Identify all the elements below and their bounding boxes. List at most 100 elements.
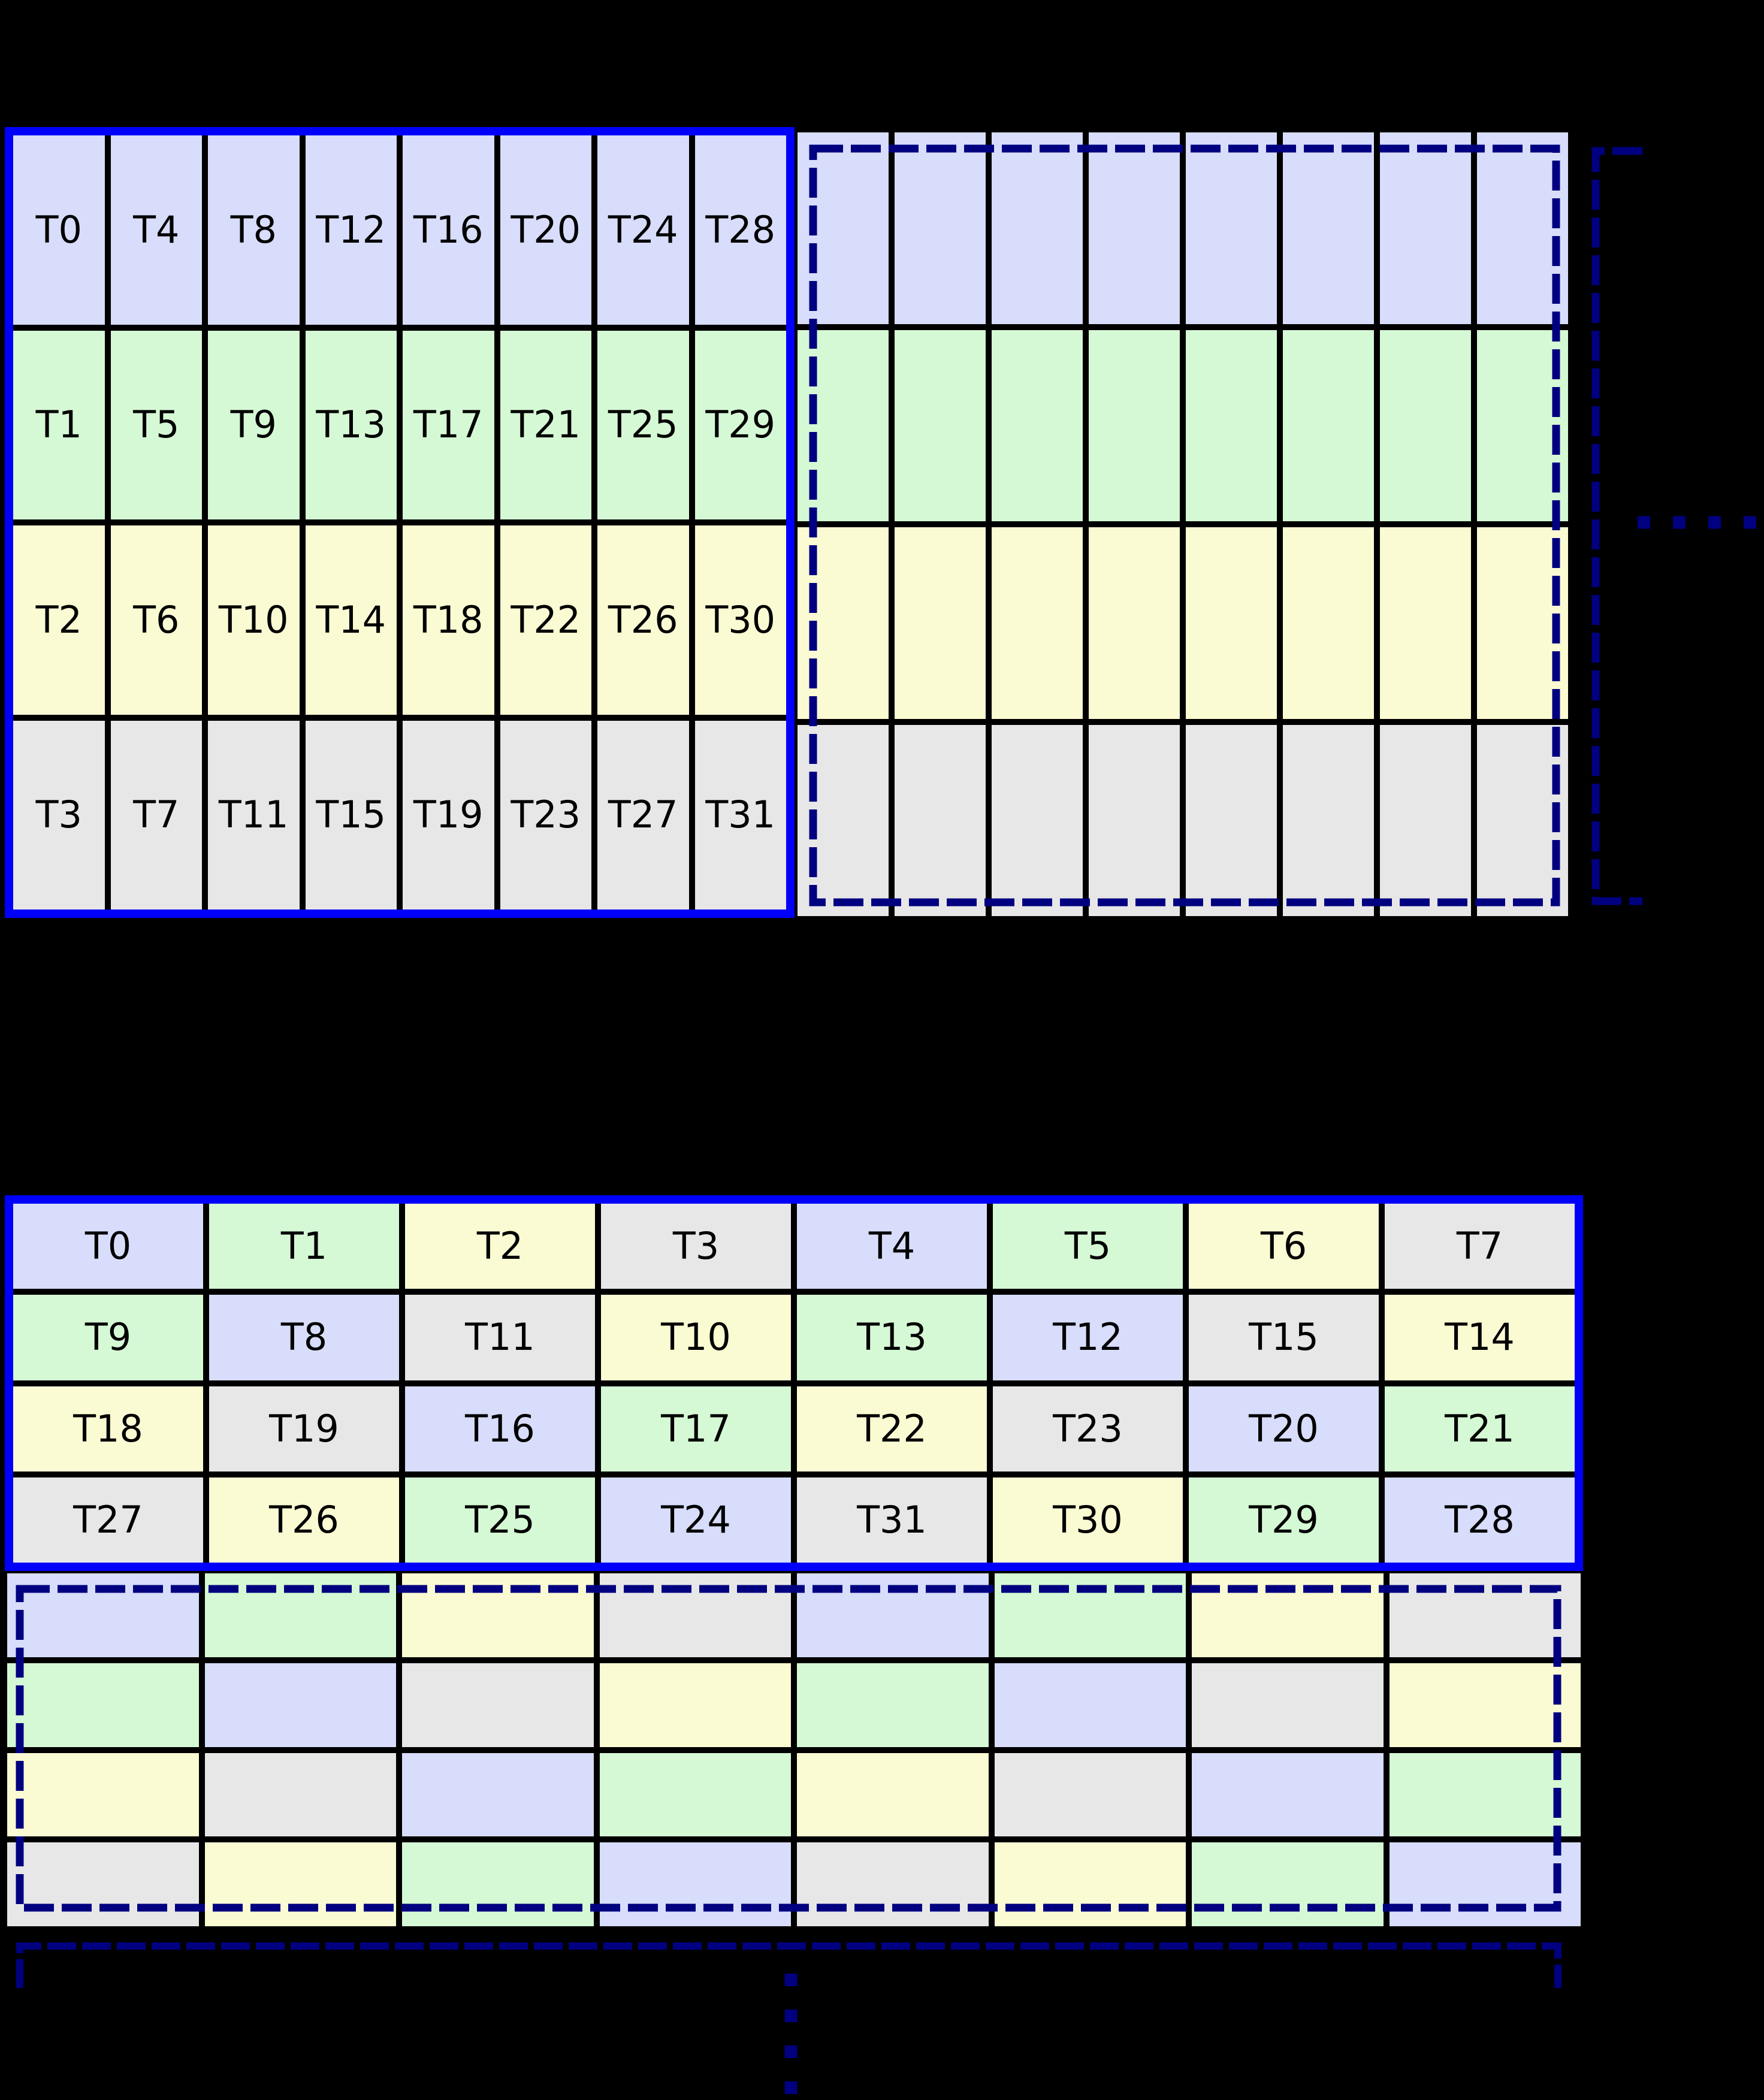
continuation-cell: [1389, 1752, 1581, 1837]
thread-cell-t15: T15: [305, 720, 397, 910]
thread-cell-t13: T13: [797, 1295, 987, 1380]
continuation-cell: [1283, 330, 1374, 521]
thread-cell-t7: T7: [1385, 1204, 1575, 1289]
thread-cell-t24: T24: [597, 135, 689, 325]
continuation-cell: [798, 330, 889, 521]
continuation-cell: [895, 132, 986, 324]
continuation-cell: [994, 1842, 1186, 1926]
thread-cell-t16: T16: [405, 1386, 595, 1471]
continuation-cell: [797, 1663, 989, 1747]
thread-cell-t27: T27: [597, 720, 689, 910]
continuation-cell: [1089, 132, 1180, 324]
continuation-cell: [992, 132, 1083, 324]
continuation-cell: [1192, 1573, 1384, 1657]
thread-cell-t5: T5: [993, 1204, 1183, 1289]
continuation-cell: [1389, 1842, 1581, 1926]
thread-cell-t23: T23: [500, 720, 591, 910]
continuation-cell: [1477, 132, 1568, 324]
thread-cell-t10: T10: [601, 1295, 791, 1380]
continuation-cell: [1186, 527, 1277, 719]
continuation-cell: [1186, 724, 1277, 916]
thread-cell-t8: T8: [208, 135, 300, 325]
thread-cell-t27: T27: [13, 1477, 203, 1563]
right-continuation-bracket-icon: [1591, 147, 1642, 905]
continuation-cell: [1477, 527, 1568, 719]
continuation-cell: [895, 724, 986, 916]
thread-cell-t11: T11: [208, 720, 300, 910]
continuation-cell: [599, 1752, 791, 1837]
thread-cell-t30: T30: [993, 1477, 1183, 1563]
thread-cell-t12: T12: [305, 135, 397, 325]
thread-cell-t24: T24: [601, 1477, 791, 1563]
thread-cell-t5: T5: [110, 330, 202, 519]
top-continuation-grid: [796, 131, 1570, 918]
continuation-cell: [1192, 1663, 1384, 1747]
continuation-cell: [204, 1663, 396, 1747]
continuation-cell: [798, 132, 889, 324]
thread-cell-t0: T0: [13, 1204, 203, 1289]
bottom-continuation-grid: [5, 1571, 1583, 1929]
thread-cell-t7: T7: [110, 720, 202, 910]
continuation-cell: [992, 330, 1083, 521]
continuation-cell: [994, 1663, 1186, 1747]
continuation-cell: [797, 1842, 989, 1926]
thread-cell-t1: T1: [209, 1204, 399, 1289]
bottom-labeled-thread-grid: T0 T1 T2 T3 T4 T5 T6 T7 T9 T8 T11 T10 T13 T12 T15 T14 T1…: [5, 1195, 1583, 1571]
continuation-cell: [992, 527, 1083, 719]
thread-cell-t22: T22: [500, 525, 591, 715]
continuation-cell: [895, 330, 986, 521]
continuation-cell: [994, 1752, 1186, 1837]
thread-cell-t18: T18: [13, 1386, 203, 1471]
thread-cell-t6: T6: [1189, 1204, 1379, 1289]
thread-cell-t19: T19: [209, 1386, 399, 1471]
thread-cell-t31: T31: [694, 720, 786, 910]
continuation-cell: [1186, 132, 1277, 324]
thread-cell-t2: T2: [405, 1204, 595, 1289]
continuation-cell: [402, 1663, 594, 1747]
continuation-cell: [7, 1573, 199, 1657]
thread-cell-t3: T3: [13, 720, 105, 910]
thread-cell-t22: T22: [797, 1386, 987, 1471]
continuation-cell: [1477, 330, 1568, 521]
thread-cell-t21: T21: [500, 330, 591, 519]
continuation-cell: [1389, 1573, 1581, 1657]
thread-cell-t13: T13: [305, 330, 397, 519]
continuation-cell: [1283, 527, 1374, 719]
continuation-cell: [1477, 724, 1568, 916]
thread-cell-t20: T20: [1189, 1386, 1379, 1471]
thread-cell-t30: T30: [694, 525, 786, 715]
thread-cell-t19: T19: [403, 720, 494, 910]
thread-cell-t6: T6: [110, 525, 202, 715]
continuation-cell: [204, 1842, 396, 1926]
continuation-cell: [7, 1842, 199, 1926]
thread-cell-t9: T9: [208, 330, 300, 519]
continuation-cell: [1380, 132, 1471, 324]
continuation-cell: [1380, 330, 1471, 521]
continuation-cell: [204, 1752, 396, 1837]
thread-cell-t16: T16: [403, 135, 494, 325]
thread-cell-t20: T20: [500, 135, 591, 325]
continuation-cell: [798, 527, 889, 719]
thread-cell-t4: T4: [110, 135, 202, 325]
continuation-cell: [798, 724, 889, 916]
thread-cell-t3: T3: [601, 1204, 791, 1289]
continuation-cell: [402, 1842, 594, 1926]
continuation-cell: [7, 1752, 199, 1837]
continuation-cell: [1389, 1663, 1581, 1747]
thread-cell-t17: T17: [601, 1386, 791, 1471]
thread-cell-t18: T18: [403, 525, 494, 715]
thread-cell-t29: T29: [694, 330, 786, 519]
continuation-cell: [1380, 724, 1471, 916]
continuation-cell: [1186, 330, 1277, 521]
thread-cell-t9: T9: [13, 1295, 203, 1380]
thread-cell-t25: T25: [597, 330, 689, 519]
continuation-cell: [895, 527, 986, 719]
thread-cell-t28: T28: [694, 135, 786, 325]
continuation-cell: [599, 1842, 791, 1926]
bottom-continuation-bracket-icon: [16, 1942, 1561, 1988]
thread-cell-t28: T28: [1385, 1477, 1575, 1563]
continuation-cell: [204, 1573, 396, 1657]
continuation-cell: [992, 724, 1083, 916]
continuation-cell: [797, 1752, 989, 1837]
